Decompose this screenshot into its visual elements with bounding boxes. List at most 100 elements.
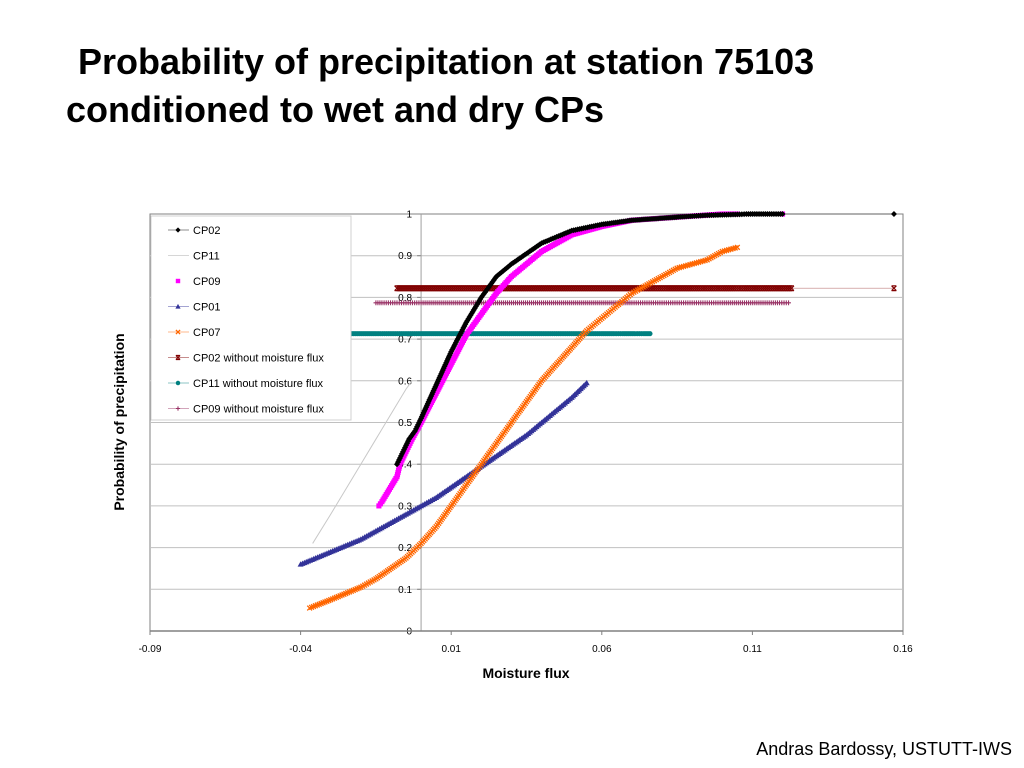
data-point-fill	[542, 285, 549, 292]
data-point-fill	[759, 285, 766, 292]
data-series	[297, 211, 897, 611]
data-point-fill	[677, 285, 683, 292]
data-point-fill	[564, 285, 571, 292]
data-point-fill	[584, 285, 591, 292]
data-point-fill	[748, 285, 755, 292]
data-point	[786, 300, 791, 306]
legend-label: CP01	[193, 302, 221, 314]
data-point-fill	[480, 285, 487, 292]
data-point-fill	[673, 285, 679, 292]
data-point-fill	[468, 285, 475, 292]
y-tick-label: 0.2	[398, 543, 412, 554]
data-point-fill	[436, 285, 442, 292]
data-point-fill	[574, 285, 581, 292]
data-point-fill	[490, 285, 497, 292]
data-point-fill	[623, 285, 629, 292]
data-point	[418, 285, 424, 292]
data-point-fill	[580, 285, 587, 292]
x-tick-label: 0.11	[743, 644, 762, 655]
data-point	[478, 285, 485, 292]
data-point	[740, 285, 747, 292]
data-point	[891, 285, 897, 292]
legend-marker-icon	[175, 303, 181, 309]
data-point-fill	[554, 285, 561, 292]
data-point-fill	[434, 285, 440, 292]
legend-label: CP02	[193, 225, 221, 237]
data-point-fill	[558, 285, 565, 292]
data-point-fill	[452, 285, 459, 292]
series-cp07	[306, 244, 741, 611]
legend-item: CP09	[175, 276, 221, 288]
data-point-fill	[602, 285, 609, 292]
data-point-fill	[667, 285, 673, 292]
data-point	[538, 285, 545, 292]
legend-marker-icon	[175, 406, 181, 411]
legend-marker-icon	[175, 354, 181, 361]
data-point-fill	[617, 285, 623, 292]
data-point-fill	[615, 285, 621, 292]
data-point-fill	[725, 285, 732, 292]
y-tick-label: 0.5	[398, 418, 412, 429]
data-point-fill	[717, 285, 723, 292]
data-point-fill	[744, 285, 751, 292]
data-point-fill	[546, 285, 553, 292]
data-point-fill	[708, 285, 715, 292]
data-point-fill	[654, 285, 661, 292]
data-point-fill	[663, 285, 669, 292]
data-point-fill	[460, 285, 467, 292]
data-point-fill	[530, 285, 537, 292]
data-point-fill	[648, 285, 654, 292]
data-point-fill	[588, 285, 595, 292]
y-tick-label: 0.6	[398, 376, 412, 387]
data-point-fill	[444, 285, 451, 292]
data-point-fill	[462, 285, 469, 292]
data-point-fill	[645, 285, 652, 292]
data-point-fill	[713, 285, 719, 292]
data-point-fill	[586, 285, 593, 292]
data-point-fill	[518, 285, 525, 292]
series-cp11-without-moisture-flux	[349, 331, 653, 337]
data-point-fill	[753, 285, 759, 292]
data-point-fill	[526, 285, 533, 292]
legend-label: CP09 without moisture flux	[193, 404, 324, 416]
data-point-fill	[416, 285, 422, 292]
data-point-fill	[404, 285, 410, 292]
data-point-fill	[582, 285, 589, 292]
data-point-fill	[412, 285, 418, 292]
data-point	[406, 285, 412, 292]
data-point-fill	[466, 285, 473, 292]
series-line	[312, 380, 413, 544]
legend-marker-icon	[175, 329, 181, 335]
data-point-fill	[769, 285, 776, 292]
data-point-fill	[723, 285, 730, 292]
data-point-fill	[685, 285, 691, 292]
data-point-fill	[780, 285, 787, 292]
data-point-fill	[570, 285, 577, 292]
y-tick-label: 0.8	[398, 293, 412, 304]
data-point-fill	[504, 285, 511, 292]
y-tick-label: 0.1	[398, 585, 412, 596]
data-point	[890, 211, 897, 217]
data-point	[394, 285, 400, 292]
data-point-fill	[715, 285, 721, 292]
data-point	[689, 285, 695, 292]
data-point	[788, 285, 795, 292]
data-point-fill	[522, 285, 529, 292]
data-point-fill	[763, 285, 770, 292]
data-point-fill	[596, 285, 603, 292]
x-tick-label: 0.16	[893, 644, 913, 655]
data-point-fill	[687, 285, 693, 292]
data-point-fill	[560, 285, 567, 292]
data-point-fill	[600, 285, 607, 292]
data-point-fill	[430, 285, 436, 292]
data-point-fill	[456, 285, 463, 292]
data-point-fill	[671, 285, 677, 292]
data-point-fill	[524, 285, 531, 292]
data-point-fill	[556, 285, 563, 292]
data-point-fill	[776, 285, 782, 292]
legend-item: CP02 without moisture flux	[168, 353, 324, 365]
legend-item: CP02	[168, 225, 221, 237]
data-point	[719, 285, 726, 292]
data-point-fill	[700, 285, 706, 292]
